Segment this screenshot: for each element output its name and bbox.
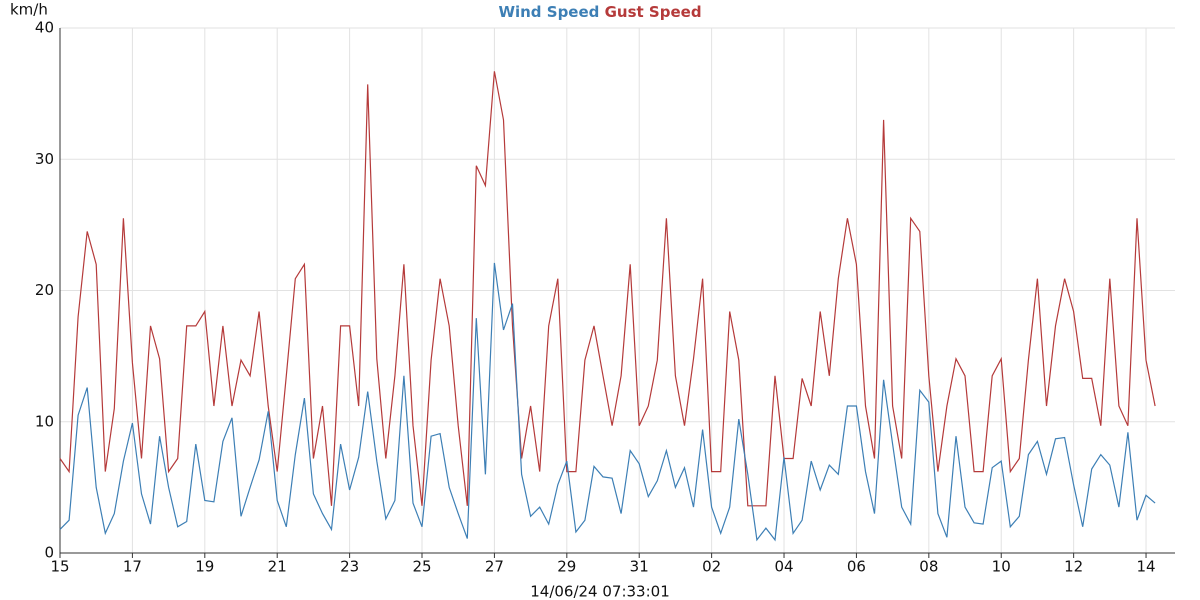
legend: Wind Speed Gust Speed xyxy=(498,3,701,21)
x-tick-label: 31 xyxy=(630,558,649,576)
x-tick-label: 06 xyxy=(847,558,866,576)
x-tick-label: 21 xyxy=(268,558,287,576)
x-tick-label: 17 xyxy=(123,558,142,576)
x-tick-label: 23 xyxy=(340,558,359,576)
y-tick-label: 0 xyxy=(44,544,54,562)
x-tick-label: 25 xyxy=(412,558,431,576)
x-tick-label: 12 xyxy=(1064,558,1083,576)
x-tick-label: 10 xyxy=(992,558,1011,576)
y-tick-label: 20 xyxy=(35,281,54,299)
x-tick-label: 27 xyxy=(485,558,504,576)
x-tick-label: 02 xyxy=(702,558,721,576)
y-tick-label: 40 xyxy=(35,19,54,37)
legend-entry: Gust Speed xyxy=(605,3,702,21)
x-tick-label: 15 xyxy=(50,558,69,576)
x-tick-label: 19 xyxy=(195,558,214,576)
x-tick-label: 04 xyxy=(774,558,793,576)
series-line xyxy=(59,71,1156,507)
series-line xyxy=(59,262,1156,542)
y-axis-label: km/h xyxy=(10,1,48,19)
y-tick-label: 10 xyxy=(35,412,54,430)
y-tick-label: 30 xyxy=(35,150,54,168)
x-tick-label: 14 xyxy=(1136,558,1155,576)
x-tick-label: 08 xyxy=(919,558,938,576)
legend-entry: Wind Speed xyxy=(498,3,599,21)
timestamp: 14/06/24 07:33:01 xyxy=(530,583,670,600)
x-tick-label: 29 xyxy=(557,558,576,576)
